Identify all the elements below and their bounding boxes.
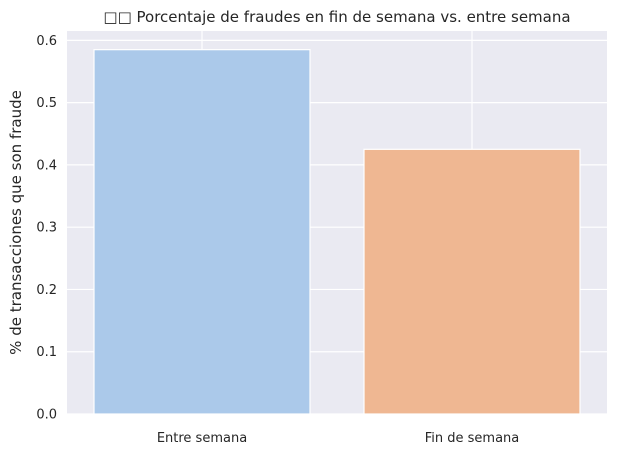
y-tick-labels: 0.0 0.1 0.2 0.3 0.4 0.5 0.6 <box>36 34 57 423</box>
y-tick-label: 0.5 <box>36 96 57 111</box>
y-tick-label: 0.4 <box>36 158 57 173</box>
y-tick-label: 0.0 <box>36 408 57 423</box>
bars <box>93 49 581 415</box>
x-tick-label: Entre semana <box>157 431 247 446</box>
y-tick-label: 0.1 <box>36 345 57 360</box>
y-axis-label: % de transacciones que son fraude <box>7 90 25 355</box>
bar-fin-de-semana <box>363 148 581 415</box>
x-tick-labels: Entre semana Fin de semana <box>157 431 519 446</box>
y-tick-label: 0.2 <box>36 283 57 298</box>
y-tick-label: 0.3 <box>36 221 57 236</box>
chart-title: □□ Porcentaje de fraudes en fin de seman… <box>103 8 570 26</box>
bar-entre-semana <box>93 49 311 415</box>
x-tick-label: Fin de semana <box>425 431 520 446</box>
y-tick-label: 0.6 <box>36 34 57 49</box>
